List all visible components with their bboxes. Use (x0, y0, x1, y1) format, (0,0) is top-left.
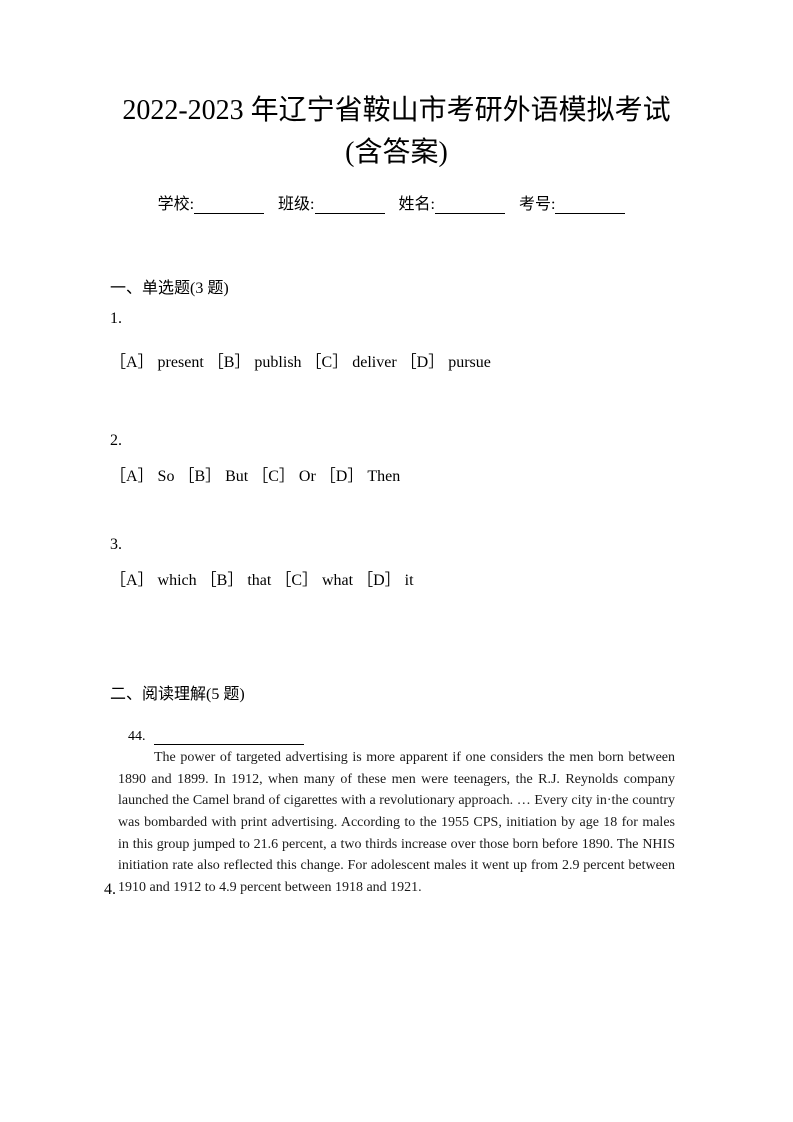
passage-question-number: 44. (128, 729, 683, 745)
question-2-options: ［A］ So ［B］ But ［C］ Or ［D］ Then (110, 462, 683, 486)
question-2: 2. ［A］ So ［B］ But ［C］ Or ［D］ Then (110, 432, 683, 486)
document-title: 2022-2023 年辽宁省鞍山市考研外语模拟考试(含答案) (110, 90, 683, 174)
id-label: 考号: (519, 196, 555, 213)
question-2-number: 2. (110, 432, 683, 450)
question-1-number: 1. (110, 310, 683, 328)
id-blank[interactable] (555, 196, 625, 214)
question-3-number: 3. (110, 536, 683, 554)
question-3: 3. ［A］ which ［B］ that ［C］ what ［D］ it (110, 536, 683, 590)
passage-text: The power of targeted advertising is mor… (110, 747, 683, 899)
class-label: 班级: (278, 196, 314, 213)
reading-passage-area: 44. The power of targeted advertising is… (110, 729, 683, 899)
question-3-options: ［A］ which ［B］ that ［C］ what ［D］ it (110, 566, 683, 590)
question-1-options: ［A］ present ［B］ publish ［C］ deliver ［D］ … (110, 348, 683, 372)
passage-blank[interactable] (154, 744, 304, 745)
name-blank[interactable] (435, 196, 505, 214)
student-info-line: 学校: 班级: 姓名: 考号: (110, 190, 683, 214)
class-blank[interactable] (315, 196, 385, 214)
passage-body: The power of targeted advertising is mor… (118, 750, 675, 895)
question-1: 1. ［A］ present ［B］ publish ［C］ deliver ［… (110, 310, 683, 372)
question-4-number: 4. (104, 881, 116, 899)
school-label: 学校: (158, 196, 194, 213)
section-2-title: 二、阅读理解(5 题) (110, 680, 683, 704)
school-blank[interactable] (194, 196, 264, 214)
section-1-title: 一、单选题(3 题) (110, 274, 683, 298)
name-label: 姓名: (399, 196, 435, 213)
